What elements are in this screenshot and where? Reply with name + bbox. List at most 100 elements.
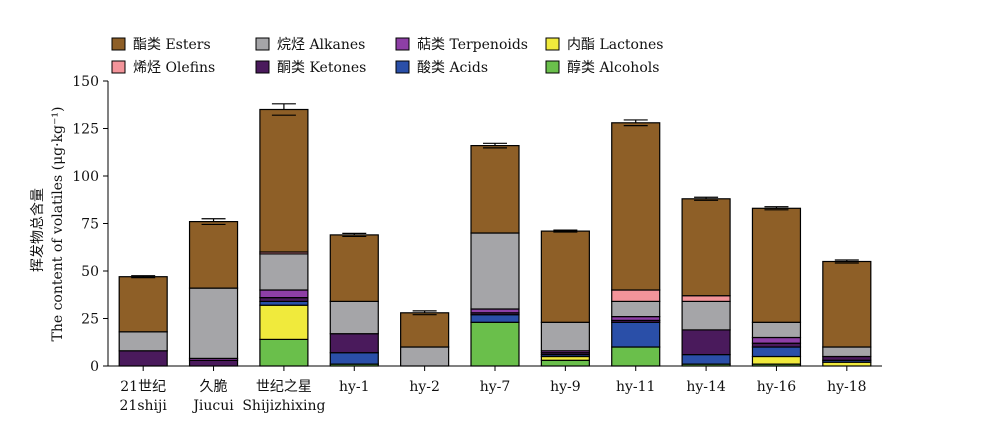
bar-stack [611, 119, 661, 367]
chart-legend: 酯类 Esters 烷烃 Alkanes 萜类 Terpenoids 内酯 Lacto… [111, 37, 663, 76]
y-axis-label-en: The content of volatiles (μg·kg⁻¹) [50, 107, 66, 342]
bar-segment-terpenoids [751, 336, 802, 344]
y-tick-label: 50 [81, 264, 99, 280]
bar-segment-acids [611, 321, 661, 348]
y-tick-label: 0 [90, 359, 99, 375]
bar-segment-acids [470, 314, 520, 323]
legend-item-acids: 酸类 Acids [395, 60, 488, 76]
x-tick-label: hy-1 [339, 379, 370, 395]
x-tick-label-en: 21shiji [120, 398, 168, 414]
legend-swatch [111, 60, 126, 74]
bar-segment-alcohols [611, 346, 661, 367]
legend-swatch [395, 37, 410, 51]
legend-label: 内酯 Lactones [567, 37, 663, 53]
x-tick-label: hy-14 [686, 379, 726, 395]
bar-stack [540, 229, 590, 367]
y-tick-label: 75 [81, 217, 99, 233]
bar-stack [329, 232, 379, 367]
bar-segment-ketones [329, 333, 379, 354]
legend-swatch [395, 60, 410, 74]
legend-label: 烷烃 Alkanes [277, 37, 365, 53]
bar-stack [400, 310, 450, 367]
legend-swatch [255, 60, 270, 74]
y-tick-label: 150 [72, 74, 99, 90]
legend-item-esters: 酯类 Esters [111, 37, 211, 53]
x-tick-label: hy-18 [827, 379, 866, 395]
bar-stack [118, 275, 168, 367]
bar-segment-esters [751, 207, 802, 323]
bar-segment-esters [329, 234, 379, 302]
y-tick-label: 125 [72, 122, 99, 138]
bar-segment-alkanes [329, 300, 379, 335]
legend-item-ketones: 酮类 Ketones [255, 60, 366, 76]
x-tick-label: 世纪之星 [256, 379, 312, 395]
legend-label: 烯烃 Olefins [133, 60, 215, 76]
y-tick-label: 25 [81, 312, 99, 328]
bar-stack [470, 142, 520, 367]
bar-segment-ketones [188, 359, 239, 367]
bar-stack [681, 196, 731, 367]
bar-segment-esters [681, 198, 731, 297]
x-tick-label: 久脆 [200, 378, 228, 395]
legend-swatch [545, 60, 560, 74]
bar-segment-esters [188, 221, 239, 289]
x-tick-label: hy-16 [757, 379, 797, 395]
bar-segment-esters [822, 260, 872, 348]
x-tick-label: hy-9 [550, 379, 581, 395]
legend-swatch [111, 37, 126, 51]
bar-segment-alcohols [470, 321, 520, 367]
legend-label: 酮类 Ketones [277, 60, 366, 76]
bar-segment-alkanes [822, 346, 872, 358]
legend-item-alkanes: 烷烃 Alkanes [255, 37, 365, 53]
bar-segment-acids [329, 352, 379, 365]
bar-segment-alcohols [259, 338, 309, 367]
bar-segment-alcohols [540, 359, 590, 367]
legend-swatch [255, 37, 270, 51]
x-tick-label: hy-7 [480, 379, 511, 395]
bar-segment-alkanes [188, 287, 239, 360]
bar-segment-alkanes [400, 346, 450, 367]
x-axis: 21世纪 21shiji 久脆 Jiucui 世纪之星 Shijizhixing hy-1 h… [108, 365, 882, 414]
bar-segment-esters [118, 276, 168, 333]
bar-segment-lactones [751, 355, 802, 365]
bars [118, 103, 872, 367]
legend-label: 醇类 Alcohols [567, 59, 659, 76]
x-tick-label: hy-2 [409, 379, 440, 395]
x-tick-label: hy-11 [616, 379, 655, 395]
bar-segment-alkanes [681, 300, 731, 331]
legend-item-lactones: 内酯 Lactones [545, 37, 663, 53]
bar-stack [259, 103, 309, 367]
bar-segment-esters [400, 312, 450, 348]
bar-segment-ketones [118, 350, 168, 367]
legend-label: 酯类 Esters [133, 37, 211, 53]
bar-segment-alkanes [118, 331, 168, 352]
bar-segment-alkanes [470, 232, 520, 310]
bar-segment-esters [470, 145, 520, 234]
x-tick-label: 21世纪 [120, 379, 166, 395]
legend-label: 萜类 Terpenoids [417, 37, 528, 53]
legend-item-terpenoids: 萜类 Terpenoids [395, 37, 528, 53]
y-axis-label-cn: 挥发物总含量 [30, 188, 46, 272]
bar-stack [822, 259, 872, 367]
bar-stack [751, 206, 802, 367]
bar-segment-olefins [611, 289, 661, 302]
legend-item-alcohols: 醇类 Alcohols [545, 59, 659, 76]
legend-label: 酸类 Acids [417, 60, 488, 76]
bar-segment-lactones [259, 304, 309, 341]
bar-segment-olefins [681, 295, 731, 303]
bar-segment-alkanes [751, 321, 802, 339]
bar-segment-esters [259, 108, 309, 253]
bar-segment-terpenoids [259, 289, 309, 299]
bar-stack [188, 218, 239, 367]
bar-segment-esters [611, 122, 661, 291]
bar-segment-alkanes [540, 321, 590, 352]
legend-swatch [545, 37, 560, 51]
bar-segment-alkanes [259, 253, 309, 291]
bar-segment-acids [681, 354, 731, 365]
y-tick-label: 100 [72, 169, 99, 185]
legend-item-olefins: 烯烃 Olefins [111, 60, 215, 76]
y-axis: 0 25 50 75 100 125 150 [72, 74, 109, 375]
bar-segment-alkanes [611, 300, 661, 318]
x-tick-label-en: Shijizhixing [242, 398, 325, 414]
